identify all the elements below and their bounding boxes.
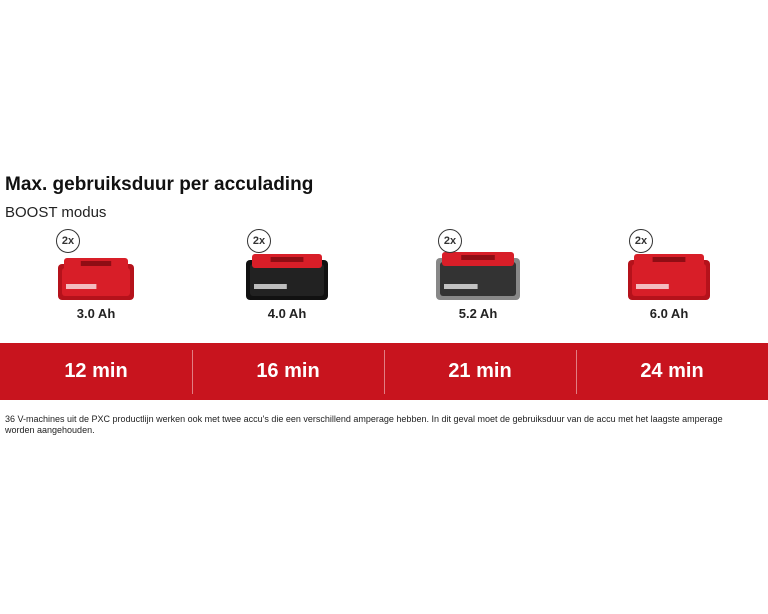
badge: 2x	[629, 229, 653, 253]
runtime: 21 min	[448, 360, 512, 382]
runtime: 24 min	[640, 360, 704, 382]
capacity-label: 6.0 Ah	[649, 306, 689, 321]
battery-icon	[628, 254, 710, 300]
subtitle: BOOST modus	[5, 204, 107, 221]
runtime: 16 min	[256, 360, 320, 382]
divider	[576, 350, 577, 394]
badge: 2x	[56, 229, 80, 253]
capacity-label: 3.0 Ah	[76, 306, 116, 321]
runtime: 12 min	[64, 360, 128, 382]
battery-icon	[58, 258, 134, 300]
runtime-band	[0, 343, 768, 400]
divider	[384, 350, 385, 394]
badge: 2x	[247, 229, 271, 253]
capacity-label: 4.0 Ah	[267, 306, 307, 321]
battery-icon	[246, 254, 328, 300]
title: Max. gebruiksduur per acculading	[5, 174, 314, 195]
divider	[192, 350, 193, 394]
badge: 2x	[438, 229, 462, 253]
capacity-label: 5.2 Ah	[458, 306, 498, 321]
footnote: 36 V-machines uit de PXC productlijn wer…	[5, 414, 723, 435]
battery-icon	[436, 252, 520, 300]
